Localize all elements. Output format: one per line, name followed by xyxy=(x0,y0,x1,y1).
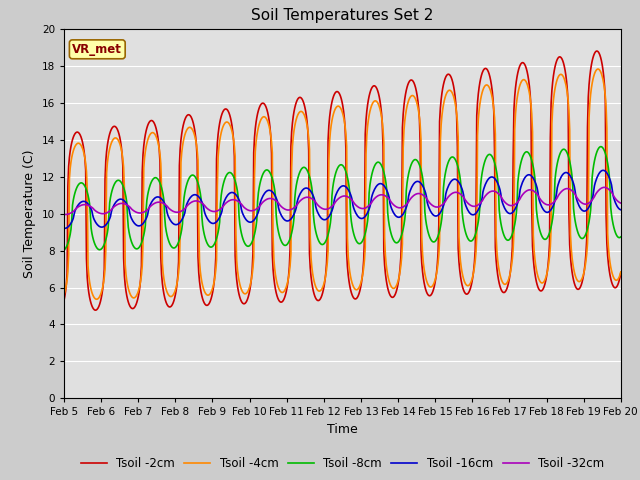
Tsoil -32cm xyxy=(71,207,79,213)
Tsoil -8cm xyxy=(70,193,78,199)
Tsoil -32cm xyxy=(60,212,68,217)
Tsoil -8cm xyxy=(410,157,418,163)
Tsoil -32cm xyxy=(617,200,625,206)
Tsoil -16cm xyxy=(428,209,435,215)
Tsoil -2cm xyxy=(617,270,625,276)
Tsoil -8cm xyxy=(617,234,625,240)
Tsoil -16cm xyxy=(61,226,68,231)
Tsoil -4cm xyxy=(617,269,625,275)
Title: Soil Temperatures Set 2: Soil Temperatures Set 2 xyxy=(252,9,433,24)
Tsoil -16cm xyxy=(617,207,625,213)
Tsoil -8cm xyxy=(60,247,68,253)
Line: Tsoil -4cm: Tsoil -4cm xyxy=(64,69,621,299)
Tsoil -32cm xyxy=(601,184,609,190)
Text: VR_met: VR_met xyxy=(72,43,122,56)
Tsoil -16cm xyxy=(128,217,136,223)
Tsoil -32cm xyxy=(185,202,193,207)
Tsoil -8cm xyxy=(426,236,434,241)
Line: Tsoil -8cm: Tsoil -8cm xyxy=(64,146,621,250)
Line: Tsoil -16cm: Tsoil -16cm xyxy=(64,170,621,228)
Tsoil -4cm xyxy=(60,292,68,298)
Tsoil -16cm xyxy=(185,197,193,203)
Tsoil -4cm xyxy=(128,294,136,300)
Tsoil -4cm xyxy=(411,95,419,100)
Legend: Tsoil -2cm, Tsoil -4cm, Tsoil -8cm, Tsoil -16cm, Tsoil -32cm: Tsoil -2cm, Tsoil -4cm, Tsoil -8cm, Tsoi… xyxy=(76,452,609,475)
Tsoil -8cm xyxy=(127,239,135,244)
Tsoil -8cm xyxy=(597,144,605,149)
Tsoil -16cm xyxy=(599,168,607,173)
Tsoil -2cm xyxy=(185,112,193,118)
Tsoil -4cm xyxy=(185,125,193,131)
Tsoil -32cm xyxy=(428,202,435,207)
Tsoil -2cm xyxy=(60,298,68,303)
Tsoil -2cm xyxy=(411,82,419,88)
Tsoil -2cm xyxy=(593,48,600,54)
Tsoil -16cm xyxy=(214,217,222,223)
Tsoil -16cm xyxy=(411,180,419,186)
Line: Tsoil -32cm: Tsoil -32cm xyxy=(64,187,621,215)
Tsoil -2cm xyxy=(70,132,78,138)
Tsoil -8cm xyxy=(184,178,192,184)
Tsoil -32cm xyxy=(128,207,136,213)
Tsoil -4cm xyxy=(70,146,78,152)
Line: Tsoil -2cm: Tsoil -2cm xyxy=(64,51,621,310)
Tsoil -4cm xyxy=(214,154,222,160)
Tsoil -2cm xyxy=(92,307,100,313)
X-axis label: Time: Time xyxy=(327,423,358,436)
Tsoil -32cm xyxy=(61,212,69,217)
Tsoil -16cm xyxy=(60,226,68,231)
Y-axis label: Soil Temperature (C): Soil Temperature (C) xyxy=(23,149,36,278)
Tsoil -16cm xyxy=(71,209,79,215)
Tsoil -4cm xyxy=(428,284,435,290)
Tsoil -32cm xyxy=(214,208,222,214)
Tsoil -4cm xyxy=(93,296,100,302)
Tsoil -2cm xyxy=(128,306,136,312)
Tsoil -4cm xyxy=(595,66,602,72)
Tsoil -2cm xyxy=(214,132,222,137)
Tsoil -2cm xyxy=(428,292,435,298)
Tsoil -32cm xyxy=(411,192,419,198)
Tsoil -8cm xyxy=(214,233,221,239)
